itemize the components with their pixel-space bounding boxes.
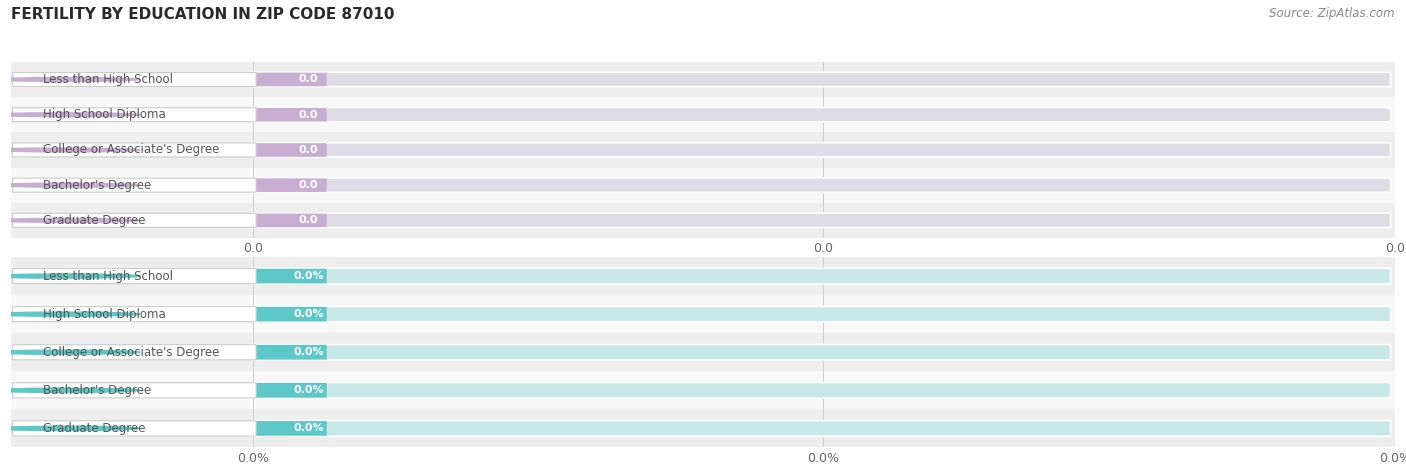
FancyBboxPatch shape <box>252 383 326 397</box>
Circle shape <box>0 426 141 430</box>
FancyBboxPatch shape <box>252 345 326 359</box>
Text: 0.0%: 0.0% <box>294 423 323 434</box>
FancyBboxPatch shape <box>250 143 1391 157</box>
FancyBboxPatch shape <box>252 269 326 283</box>
FancyBboxPatch shape <box>250 307 1391 322</box>
Circle shape <box>0 218 141 222</box>
Bar <box>11 257 1395 295</box>
FancyBboxPatch shape <box>252 73 326 86</box>
Text: 0.0%: 0.0% <box>294 309 323 319</box>
FancyBboxPatch shape <box>13 108 256 122</box>
Circle shape <box>0 350 141 354</box>
Text: 0.0%: 0.0% <box>294 385 323 396</box>
Text: Bachelor's Degree: Bachelor's Degree <box>44 384 152 397</box>
FancyBboxPatch shape <box>250 213 1391 228</box>
FancyBboxPatch shape <box>250 268 1391 284</box>
Bar <box>11 203 1395 238</box>
FancyBboxPatch shape <box>252 421 326 436</box>
Bar <box>11 409 1395 447</box>
FancyBboxPatch shape <box>13 143 256 157</box>
Circle shape <box>0 113 141 117</box>
Text: 0.0: 0.0 <box>299 145 318 155</box>
Circle shape <box>0 274 141 278</box>
Text: Graduate Degree: Graduate Degree <box>44 422 146 435</box>
FancyBboxPatch shape <box>250 421 1391 436</box>
Text: College or Associate's Degree: College or Associate's Degree <box>44 143 219 157</box>
Circle shape <box>0 148 141 152</box>
Text: 0.0: 0.0 <box>299 109 318 120</box>
Text: High School Diploma: High School Diploma <box>44 108 166 121</box>
FancyBboxPatch shape <box>250 383 1391 398</box>
FancyBboxPatch shape <box>250 345 1391 360</box>
Text: Bachelor's Degree: Bachelor's Degree <box>44 178 152 192</box>
FancyBboxPatch shape <box>252 108 326 121</box>
Text: Less than High School: Less than High School <box>44 73 173 86</box>
FancyBboxPatch shape <box>250 72 1391 87</box>
Text: 0.0: 0.0 <box>299 180 318 190</box>
Bar <box>11 97 1395 132</box>
Bar <box>11 132 1395 168</box>
Text: Source: ZipAtlas.com: Source: ZipAtlas.com <box>1270 7 1395 20</box>
FancyBboxPatch shape <box>13 383 256 398</box>
Text: 0.0: 0.0 <box>299 215 318 226</box>
FancyBboxPatch shape <box>252 214 326 227</box>
Bar <box>11 371 1395 409</box>
FancyBboxPatch shape <box>252 143 326 157</box>
FancyBboxPatch shape <box>252 178 326 192</box>
FancyBboxPatch shape <box>250 178 1391 192</box>
FancyBboxPatch shape <box>13 213 256 228</box>
FancyBboxPatch shape <box>250 108 1391 122</box>
FancyBboxPatch shape <box>13 268 256 284</box>
FancyBboxPatch shape <box>252 307 326 321</box>
FancyBboxPatch shape <box>13 421 256 436</box>
Text: Graduate Degree: Graduate Degree <box>44 214 146 227</box>
Circle shape <box>0 78 141 81</box>
Text: 0.0%: 0.0% <box>294 271 323 281</box>
FancyBboxPatch shape <box>13 345 256 360</box>
Circle shape <box>0 183 141 187</box>
Circle shape <box>0 312 141 316</box>
Text: 0.0%: 0.0% <box>294 347 323 357</box>
FancyBboxPatch shape <box>13 307 256 322</box>
Bar <box>11 62 1395 97</box>
Text: 0.0: 0.0 <box>299 74 318 85</box>
Bar <box>11 333 1395 371</box>
Text: FERTILITY BY EDUCATION IN ZIP CODE 87010: FERTILITY BY EDUCATION IN ZIP CODE 87010 <box>11 7 395 22</box>
FancyBboxPatch shape <box>13 72 256 87</box>
FancyBboxPatch shape <box>13 178 256 192</box>
Text: High School Diploma: High School Diploma <box>44 307 166 321</box>
Bar <box>11 168 1395 203</box>
Text: College or Associate's Degree: College or Associate's Degree <box>44 346 219 359</box>
Text: Less than High School: Less than High School <box>44 269 173 283</box>
Circle shape <box>0 388 141 392</box>
Bar <box>11 295 1395 333</box>
